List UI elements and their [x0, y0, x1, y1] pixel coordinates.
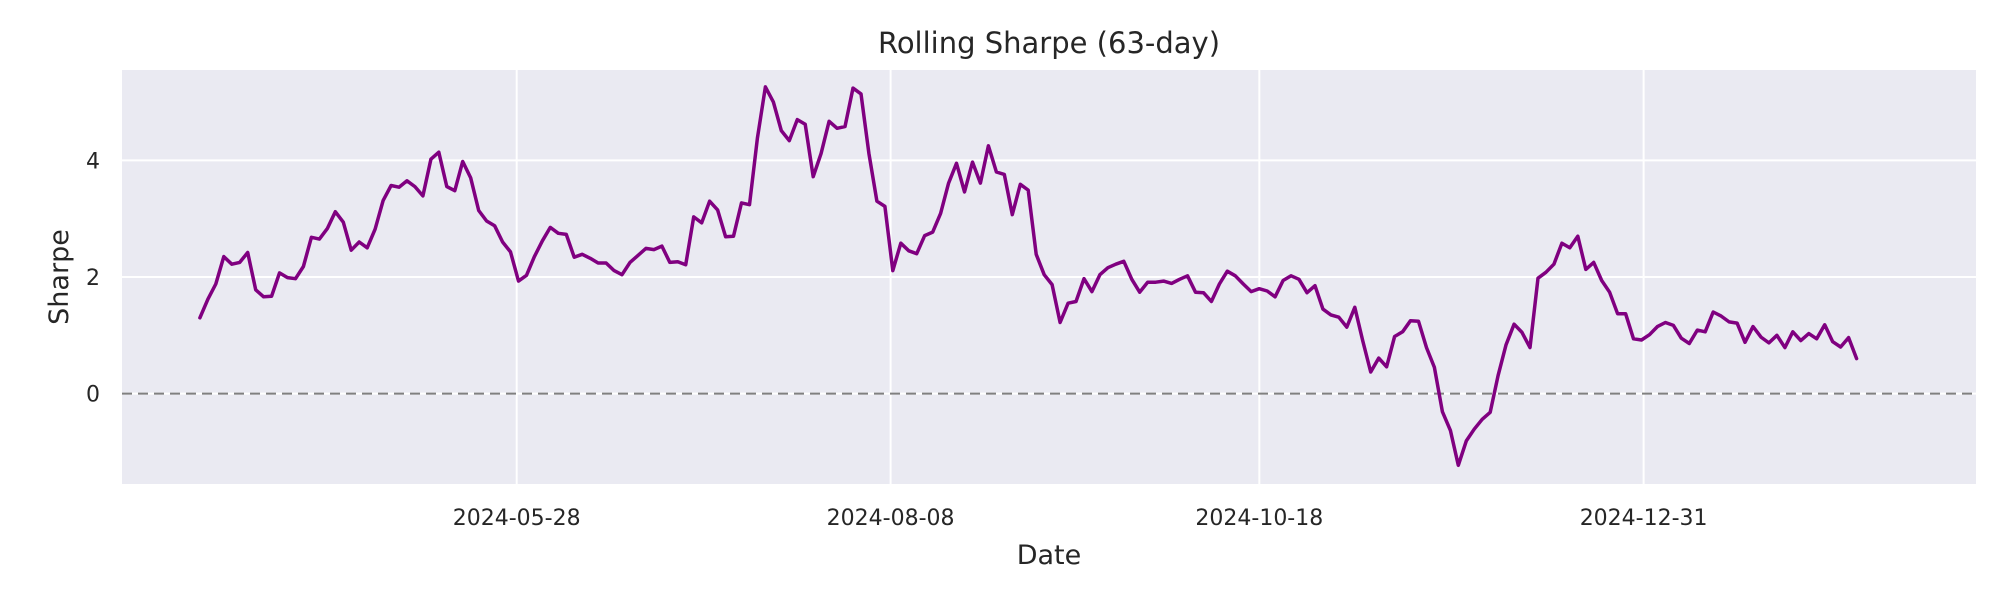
- chart-title: Rolling Sharpe (63-day): [878, 26, 1220, 60]
- x-tick-label-0: 2024-05-28: [453, 506, 581, 531]
- series-line-rolling-sharpe: [198, 85, 1859, 468]
- x-axis-label: Date: [1017, 540, 1082, 571]
- x-tick-label-1: 2024-08-08: [827, 506, 955, 531]
- x-tick-label-2: 2024-10-18: [1195, 506, 1323, 531]
- y-tick-label-2: 4: [86, 149, 100, 174]
- y-tick-label-1: 2: [86, 266, 100, 291]
- tick-labels: 2024-05-28 2024-08-08 2024-10-18 2024-12-31…: [86, 149, 1708, 531]
- y-tick-label-0: 0: [86, 383, 100, 408]
- x-tick-label-3: 2024-12-31: [1580, 506, 1708, 531]
- y-axis-label: Sharpe: [44, 229, 75, 325]
